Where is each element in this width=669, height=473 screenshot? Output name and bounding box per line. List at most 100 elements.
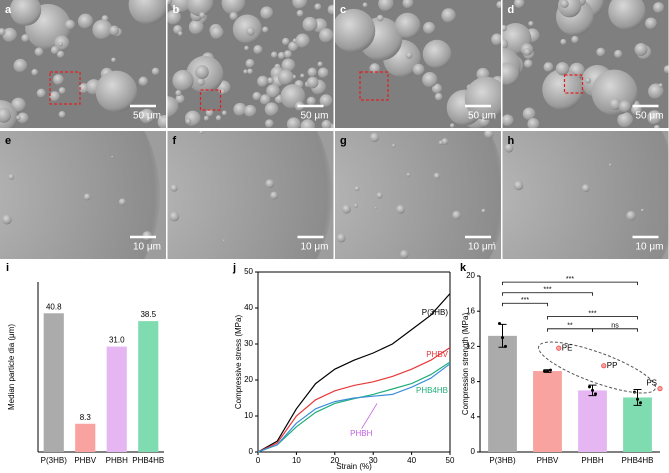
reference-marker: [556, 345, 562, 351]
y-tick-label: 10: [244, 411, 253, 420]
particle: [321, 119, 332, 128]
x-tick-label: 30: [369, 456, 378, 465]
particle: [56, 50, 65, 58]
x-tick-label: PHBH: [581, 456, 603, 465]
particle: [2, 214, 12, 225]
particle: [496, 1, 501, 9]
particle: [369, 132, 380, 142]
particle: [502, 114, 514, 127]
particle: [504, 143, 514, 153]
particle: [270, 51, 278, 58]
bar: [138, 321, 159, 452]
particle: [560, 38, 567, 45]
particle: [327, 4, 334, 15]
particle: [608, 0, 646, 30]
bar: [43, 313, 64, 452]
data-point: [501, 336, 504, 340]
scale-label: 10 μm: [468, 242, 496, 253]
y-axis-label: Compressive stress (MPa): [234, 315, 243, 410]
particle: [0, 107, 12, 123]
scale-label: 50 μm: [133, 111, 161, 122]
data-point: [543, 369, 546, 373]
particle: [195, 65, 209, 79]
particle: [172, 69, 194, 92]
particle: [317, 67, 329, 79]
particle: [542, 68, 584, 111]
particle: [95, 70, 138, 113]
significance-label: **: [567, 323, 573, 330]
significance-bracket: [547, 316, 638, 320]
particle: [514, 0, 525, 9]
x-tick-label: PHB4HB: [621, 456, 653, 465]
leader: [361, 403, 378, 429]
particle: [277, 51, 286, 60]
y-tick-label: 30: [244, 339, 253, 348]
particle: [52, 74, 64, 85]
particle: [2, 27, 17, 43]
particle: [175, 94, 185, 104]
particle: [167, 10, 182, 25]
particle: [31, 68, 39, 76]
significance-bracket: [502, 302, 548, 307]
particle: [394, 12, 421, 39]
error-bar: [633, 389, 642, 406]
particle: [484, 131, 494, 139]
sem-image: a 50 μm: [0, 0, 166, 128]
significance-bracket: [592, 328, 638, 332]
particle: [64, 19, 76, 30]
particle: [452, 210, 461, 220]
bar: [488, 335, 517, 452]
x-tick-label: 0: [256, 456, 261, 465]
particle: [111, 155, 114, 158]
particle: [523, 59, 533, 69]
sem-image: g 10 μm: [335, 131, 501, 259]
particle: [307, 67, 317, 77]
particle: [264, 119, 274, 128]
particle: [270, 191, 278, 200]
y-tick-label: 0: [249, 447, 254, 456]
particle: [412, 63, 425, 76]
particle: [50, 45, 59, 55]
y-tick-label: 8: [471, 377, 476, 386]
particle: [246, 27, 255, 36]
y-axis-label: Compression strength (MPa): [461, 313, 470, 416]
zoom-box: [199, 89, 222, 111]
particle: [58, 41, 63, 47]
particle: [21, 34, 30, 43]
particle: [422, 72, 438, 88]
scale-label: 50 μm: [636, 111, 664, 122]
particle: [585, 77, 592, 84]
particle: [157, 114, 166, 128]
particle: [252, 91, 262, 101]
particle: [175, 7, 182, 13]
value-label: 38.5: [140, 310, 156, 319]
x-tick-label: 20: [330, 456, 339, 465]
particle: [58, 87, 66, 95]
series-label: PHBV: [426, 350, 448, 359]
particle: [203, 115, 209, 121]
reference-label: PP: [607, 361, 618, 370]
data-point: [591, 388, 594, 392]
scale-label: 50 μm: [301, 111, 329, 122]
series-label: PHBH: [350, 429, 372, 438]
particle: [34, 47, 44, 57]
y-tick-label: 40: [244, 303, 253, 312]
particle: [634, 43, 648, 56]
particle: [502, 24, 507, 32]
sem-content: [167, 0, 334, 128]
data-point: [498, 322, 501, 326]
particle: [266, 84, 280, 98]
particle: [296, 9, 304, 17]
particle: [17, 112, 29, 124]
particle: [464, 76, 501, 120]
particle: [167, 96, 179, 118]
particle: [111, 57, 116, 63]
x-axis-label: Strain (%): [336, 462, 372, 471]
panel-label: g: [340, 135, 347, 147]
bar: [578, 390, 607, 452]
sem-content: [502, 131, 669, 259]
particle: [265, 179, 275, 189]
particle: [341, 204, 351, 214]
x-tick-label: 10: [292, 456, 301, 465]
particle: [523, 48, 531, 56]
